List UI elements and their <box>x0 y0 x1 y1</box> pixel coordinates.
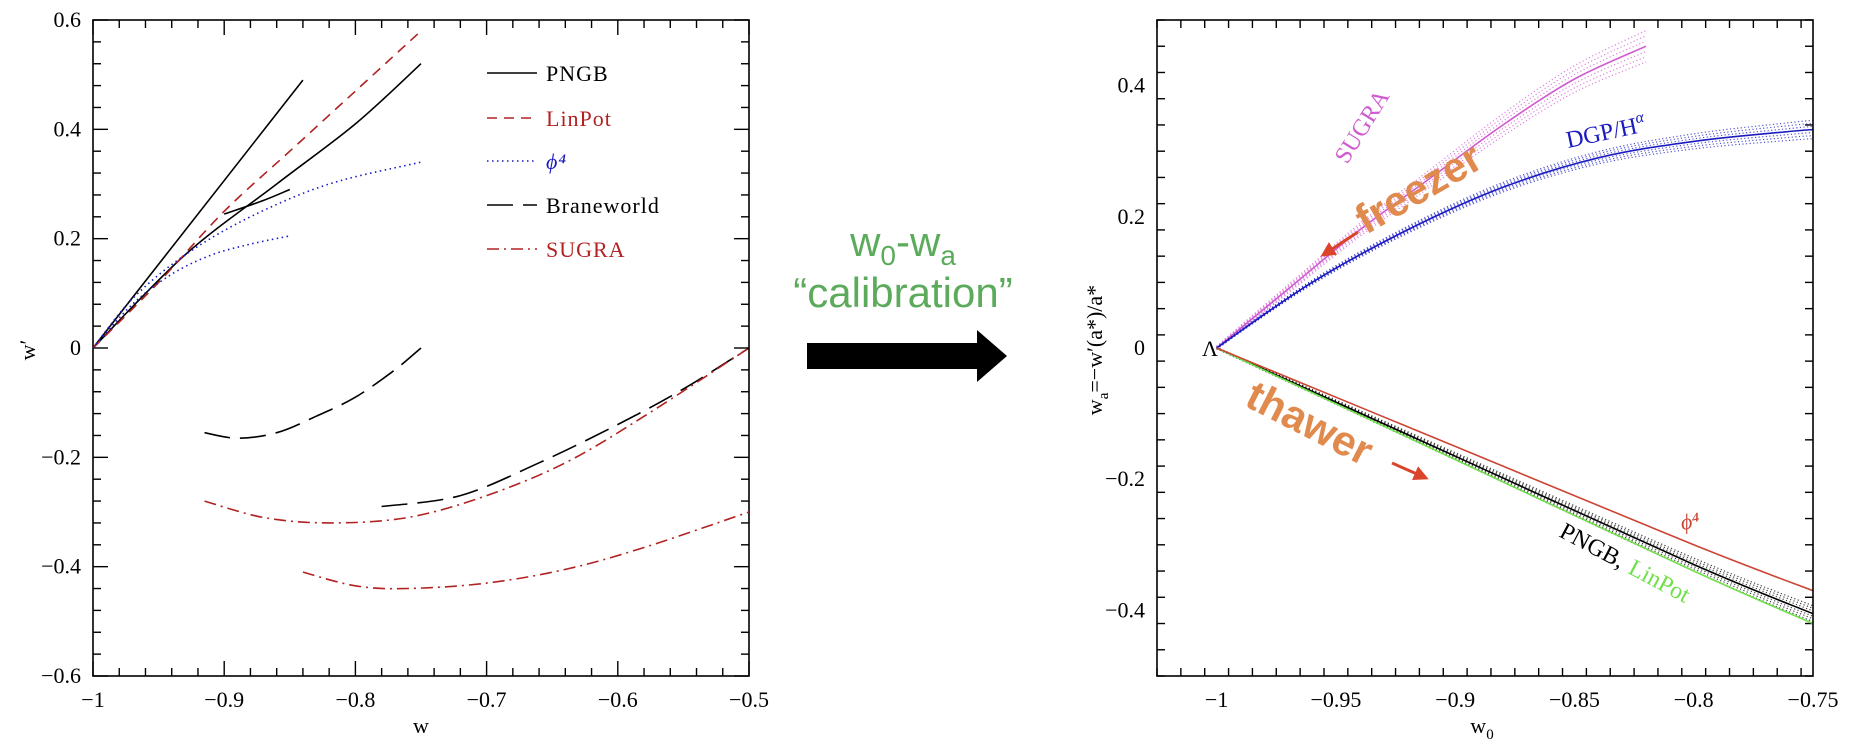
band-line-sugra <box>1216 56 1647 350</box>
annot-phi4: ϕ⁴ <box>1679 507 1702 535</box>
left-chart: −1 −0.9 −0.8 −0.7 −0.6 −0.5 0.6 0.4 0.2 0 −0.2 −0.4… <box>15 7 769 738</box>
series-line-sugra <box>1216 45 1647 349</box>
series-line-phi4 <box>92 161 422 349</box>
x-tick-label: −0.9 <box>204 687 244 712</box>
x-tick-label: −0.8 <box>335 687 375 712</box>
band-line-sugra <box>1216 40 1647 348</box>
left-legend: PNGB LinPot ϕ⁴ Braneworld SUGRA <box>487 61 660 262</box>
y-tick-label: 0.4 <box>54 116 82 141</box>
x-tick-label: −0.85 <box>1549 687 1600 712</box>
left-series-group <box>92 30 750 590</box>
series-line-braneworld <box>381 347 750 508</box>
right-y-axis-label: wa=−w′(a*)/a* <box>1082 285 1112 415</box>
x-tick-label: −1 <box>81 687 104 712</box>
y-tick-label: −0.2 <box>41 444 81 469</box>
series-line-phi4 <box>92 235 290 349</box>
right-chart: −1 −0.95 −0.9 −0.85 −0.8 −0.75 0.4 0.2 0 −0.2 −0.4… <box>1082 19 1839 743</box>
y-tick-label: 0.2 <box>1118 204 1146 229</box>
y-tick-label: −0.4 <box>1105 597 1145 622</box>
banner-subtitle: “calibration” <box>793 269 1012 316</box>
series-line-linpot <box>92 30 422 349</box>
freezer-arrow <box>1320 230 1359 257</box>
x-tick-label: −0.75 <box>1788 687 1839 712</box>
y-tick-label: −0.2 <box>1105 466 1145 491</box>
band-line-dgph <box>1216 119 1813 348</box>
legend-label-phi4: ϕ⁴ <box>546 149 567 174</box>
y-tick-label: 0 <box>70 335 81 360</box>
legend-entry-linpot: LinPot <box>487 106 612 131</box>
legend-entry-phi4: ϕ⁴ <box>487 149 567 174</box>
legend-entry-sugra: SUGRA <box>487 237 626 262</box>
series-line-pngb <box>1216 347 1813 615</box>
series-line-sugra <box>302 511 750 590</box>
series-line-dgph <box>1216 128 1813 349</box>
y-tick-label: 0.2 <box>54 226 82 251</box>
series-line-pngb <box>223 188 291 215</box>
legend-label-sugra: SUGRA <box>546 237 626 262</box>
left-y-axis-label: w′ <box>15 340 40 361</box>
x-tick-label: −0.95 <box>1310 687 1361 712</box>
y-tick-label: −0.6 <box>41 663 81 688</box>
right-axes-ticks: −1 −0.95 −0.9 −0.85 −0.8 −0.75 0.4 0.2 0 −0.2 −0.4 <box>1105 19 1839 712</box>
banner-title: w0-wa <box>849 218 956 271</box>
x-tick-label: −0.9 <box>1435 687 1475 712</box>
right-origin-label: Λ <box>1202 336 1218 361</box>
series-line-linpot <box>1216 347 1813 625</box>
y-tick-label: 0 <box>1134 335 1145 360</box>
x-tick-label: −0.6 <box>598 687 638 712</box>
legend-label-linpot: LinPot <box>546 106 612 131</box>
banner-arrow <box>807 330 1007 382</box>
legend-label-pngb: PNGB <box>546 61 609 86</box>
band-line-sugra <box>1216 30 1647 347</box>
band-line-pngb <box>1216 346 1813 607</box>
y-tick-label: 0.6 <box>54 7 82 32</box>
series-line-pngb <box>92 63 422 349</box>
x-tick-label: −0.5 <box>729 687 769 712</box>
legend-label-braneworld: Braneworld <box>546 193 660 218</box>
right-x-axis-label: w0 <box>1470 713 1493 743</box>
calibration-banner: w0-wa “calibration” <box>793 218 1013 382</box>
x-tick-label: −0.7 <box>467 687 507 712</box>
series-line-braneworld <box>204 347 422 440</box>
thawer-arrow <box>1391 461 1429 481</box>
band-line-dgph <box>1216 138 1813 350</box>
band-line-dgph <box>1216 125 1813 349</box>
x-tick-label: −0.8 <box>1674 687 1714 712</box>
legend-entry-braneworld: Braneworld <box>487 193 660 218</box>
y-tick-label: 0.4 <box>1118 73 1146 98</box>
band-line-pngb <box>1216 346 1813 609</box>
series-line-sugra <box>204 347 750 524</box>
annot-dgp: DGP/Hα <box>1563 109 1648 154</box>
series-line-phi4 <box>1216 347 1813 592</box>
left-x-axis-label: w <box>413 713 429 738</box>
right-plot-frame <box>1156 19 1814 677</box>
band-line-sugra <box>1216 35 1647 348</box>
right-series-group <box>1216 30 1813 625</box>
x-tick-label: −1 <box>1205 687 1228 712</box>
annot-sugra: SUGRA <box>1330 85 1396 168</box>
annot-freezer: freezer <box>1347 133 1490 243</box>
band-line-dgph <box>1216 135 1813 350</box>
legend-entry-pngb: PNGB <box>487 61 609 86</box>
left-axes-ticks: −1 −0.9 −0.8 −0.7 −0.6 −0.5 0.6 0.4 0.2 0 −0.2 −0.4… <box>41 7 769 712</box>
band-line-dgph <box>1216 132 1813 349</box>
band-line-sugra <box>1216 61 1647 351</box>
y-tick-label: −0.4 <box>41 554 81 579</box>
band-line-dgph <box>1216 122 1813 348</box>
